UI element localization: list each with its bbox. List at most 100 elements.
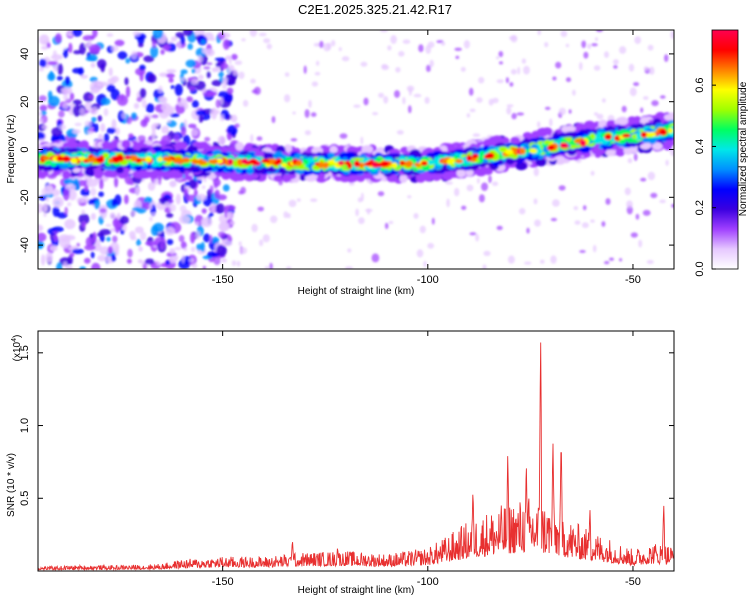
noise-blob — [331, 40, 336, 47]
noise-blob — [651, 100, 659, 107]
noise-blob — [573, 206, 579, 211]
noise-blob — [213, 182, 218, 189]
noise-blob — [46, 196, 50, 203]
noise-blob — [241, 38, 246, 42]
noise-blob — [509, 82, 514, 87]
noise-blob — [234, 60, 243, 65]
noise-blob — [111, 119, 117, 131]
ridge-blob — [529, 148, 537, 154]
noise-blob — [152, 30, 164, 39]
noise-blob — [640, 107, 644, 113]
noise-blob — [402, 96, 406, 105]
noise-blob — [251, 223, 258, 233]
noise-blob — [180, 69, 188, 75]
noise-blob — [537, 30, 541, 36]
noise-blob — [63, 93, 69, 101]
noise-blob — [119, 215, 129, 225]
noise-blob — [215, 62, 222, 68]
noise-blob — [147, 73, 157, 83]
noise-blob — [42, 203, 48, 213]
noise-blob — [211, 236, 220, 244]
noise-blob — [91, 116, 97, 123]
noise-blob — [177, 96, 181, 103]
ridge-blob — [606, 120, 615, 128]
noise-blob — [218, 91, 230, 98]
ridge-blob — [615, 147, 626, 157]
noise-blob — [230, 114, 238, 123]
noise-blob — [524, 261, 532, 265]
noise-blob — [151, 40, 157, 49]
noise-blob — [398, 51, 405, 57]
noise-blob — [213, 256, 221, 266]
noise-blob — [349, 181, 355, 186]
noise-blob — [191, 100, 199, 108]
noise-blob — [173, 133, 181, 143]
noise-blob — [431, 217, 435, 225]
noise-blob — [506, 106, 512, 115]
noise-blob — [202, 185, 206, 189]
noise-blob — [353, 104, 361, 108]
noise-blob — [43, 212, 47, 217]
noise-blob — [195, 231, 201, 240]
noise-blob — [572, 89, 576, 96]
noise-blob — [387, 45, 392, 51]
noise-blob — [483, 250, 491, 257]
noise-blob — [38, 95, 47, 102]
noise-blob — [565, 43, 570, 48]
noise-blob — [271, 116, 276, 124]
noise-blob — [466, 113, 471, 118]
noise-blob — [232, 69, 238, 76]
noise-blob — [38, 118, 43, 123]
noise-blob — [552, 76, 557, 81]
noise-blob — [186, 96, 194, 103]
noise-blob — [264, 266, 270, 269]
noise-blob — [99, 246, 110, 255]
noise-blob — [147, 182, 156, 191]
ridge-blob — [427, 159, 435, 165]
noise-blob — [178, 235, 185, 243]
noise-blob — [88, 39, 92, 47]
noise-blob — [454, 187, 460, 197]
ridge-blob — [399, 160, 406, 166]
noise-blob — [196, 243, 203, 251]
noise-blob — [170, 36, 178, 42]
noise-blob — [231, 53, 238, 61]
noise-blob — [221, 240, 233, 247]
noise-blob — [180, 35, 186, 45]
noise-blob — [143, 55, 155, 63]
noise-blob — [202, 88, 207, 94]
noise-blob — [643, 96, 649, 100]
noise-blob — [73, 50, 82, 55]
noise-blob — [139, 64, 146, 71]
noise-blob — [209, 234, 213, 244]
noise-blob — [209, 212, 214, 217]
noise-blob — [143, 202, 151, 210]
noise-blob — [85, 236, 93, 248]
noise-blob — [124, 77, 129, 86]
noise-blob — [114, 245, 120, 257]
noise-blob — [109, 212, 116, 220]
noise-blob — [510, 69, 517, 75]
spectrogram-heatmap — [38, 30, 674, 269]
noise-blob — [550, 255, 557, 264]
noise-blob — [50, 54, 63, 61]
noise-blob — [69, 252, 75, 258]
noise-blob — [476, 97, 483, 103]
noise-blob — [38, 203, 44, 213]
noise-blob — [534, 219, 541, 227]
noise-blob — [93, 123, 99, 133]
noise-blob — [418, 44, 424, 53]
noise-blob — [165, 213, 174, 218]
noise-blob — [215, 203, 225, 214]
noise-blob — [39, 58, 47, 68]
noise-blob — [660, 95, 666, 99]
noise-blob — [413, 213, 419, 219]
noise-blob — [105, 223, 112, 227]
noise-blob — [250, 134, 254, 143]
figure-title: C2E1.2025.325.21.42.R17 — [298, 2, 452, 17]
noise-blob — [383, 96, 389, 104]
noise-blob — [517, 66, 521, 75]
noise-blob — [88, 54, 98, 62]
noise-blob — [236, 260, 241, 267]
noise-blob — [107, 246, 113, 255]
